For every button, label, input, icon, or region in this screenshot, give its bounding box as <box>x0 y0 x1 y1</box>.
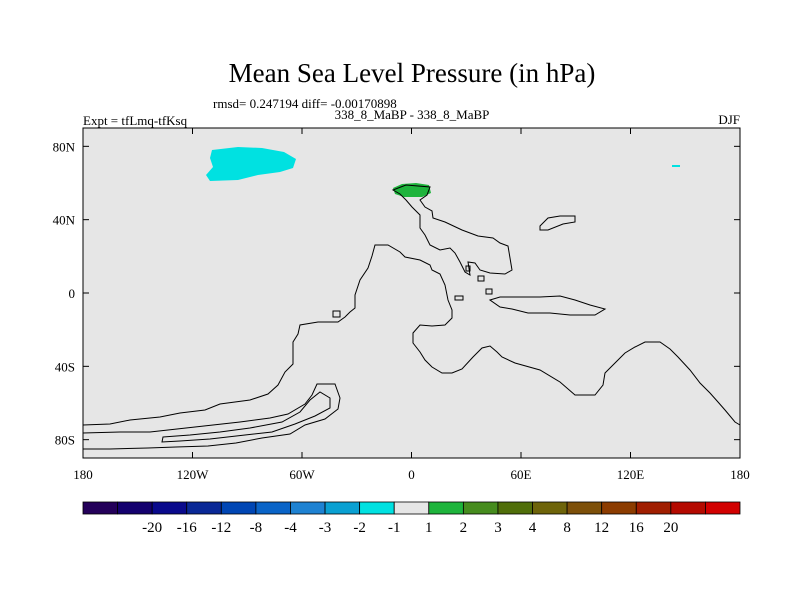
anomaly-north-pacific <box>206 147 296 181</box>
experiment-label: Expt = tfLmq-tfKsq <box>83 113 188 128</box>
y-tick-label: 40N <box>53 213 76 228</box>
colorbar-label: 2 <box>460 520 468 536</box>
colorbar-swatch <box>428 501 464 515</box>
y-tick-label: 80N <box>53 139 76 154</box>
colorbar-swatch <box>393 501 430 515</box>
colorbar-swatch <box>705 501 741 515</box>
colorbar-label: -16 <box>177 520 197 536</box>
map-background <box>83 128 740 458</box>
x-tick-label: 120W <box>177 467 210 482</box>
colorbar-label: 4 <box>529 520 537 536</box>
coastlines <box>82 184 741 450</box>
season-label: DJF <box>718 112 740 127</box>
chart-title: Mean Sea Level Pressure (in hPa) <box>229 58 596 88</box>
colorbar-swatch <box>532 501 568 515</box>
colorbar-label: 8 <box>563 520 571 536</box>
x-tick-label: 120E <box>617 467 645 482</box>
coast-europe-africa <box>391 184 513 276</box>
colorbar-swatch <box>151 501 188 515</box>
colorbar-label: -3 <box>319 520 332 536</box>
y-tick-label: 40S <box>55 359 75 374</box>
coast-americas <box>82 244 741 426</box>
colorbar-label: -20 <box>142 520 162 536</box>
colorbar-swatch <box>324 501 361 515</box>
colorbar-label: 16 <box>629 520 645 536</box>
island-2 <box>485 288 493 295</box>
colorbar-swatch <box>255 501 291 515</box>
anomaly-northwest-pacific-speck <box>672 165 680 167</box>
colorbar-label: 1 <box>425 520 433 536</box>
x-tick-label: 0 <box>408 467 415 482</box>
coast-south-1 <box>82 383 341 450</box>
colorbar-label: 3 <box>494 520 502 536</box>
x-tick-label: 60E <box>511 467 532 482</box>
island-4 <box>332 310 341 318</box>
colorbar-swatch <box>290 501 326 515</box>
colorbar-label: 12 <box>594 520 609 536</box>
island-1 <box>454 295 464 301</box>
colorbar-label: 20 <box>663 520 678 536</box>
colorbar-swatch <box>220 501 257 515</box>
axes: 180 120W 60W 0 60E 120E 180 80N 40N 0 40S 80S <box>53 128 750 482</box>
comparison-label: 338_8_MaBP - 338_8_MaBP <box>335 107 490 122</box>
x-tick-label: 60W <box>289 467 315 482</box>
island-5 <box>465 265 471 272</box>
coast-south-2 <box>161 391 331 443</box>
colorbar-swatch <box>117 501 153 515</box>
colorbar-swatch <box>566 501 603 515</box>
colorbar-label: -8 <box>250 520 263 536</box>
colorbar-swatch <box>635 501 672 515</box>
coast-india-sea <box>488 295 607 316</box>
colorbar-swatch <box>601 501 637 515</box>
colorbar-swatch <box>359 501 395 515</box>
island-3 <box>477 275 485 282</box>
colorbar-label: -12 <box>211 520 231 536</box>
x-tick-label: 180 <box>73 467 93 482</box>
colorbar-swatch <box>670 501 706 515</box>
colorbar-swatch <box>186 501 222 515</box>
colorbar-label: -4 <box>284 520 297 536</box>
colorbar-label: -2 <box>353 520 366 536</box>
colorbar-swatch <box>462 501 499 515</box>
x-tick-label: 180 <box>730 467 750 482</box>
coast-east-asia <box>539 215 576 231</box>
colorbar-swatch <box>82 501 118 515</box>
colorbar-swatch <box>497 501 533 515</box>
y-tick-label: 0 <box>69 286 76 301</box>
y-tick-label: 80S <box>55 433 75 448</box>
colorbar: -20 -16 -12 -8 -4 -3 -2 -1 1 2 3 4 8 12 16 20 <box>82 501 741 536</box>
stats-label: rmsd= 0.247194 diff= -0.00170898 <box>213 96 397 111</box>
colorbar-label: -1 <box>388 520 401 536</box>
